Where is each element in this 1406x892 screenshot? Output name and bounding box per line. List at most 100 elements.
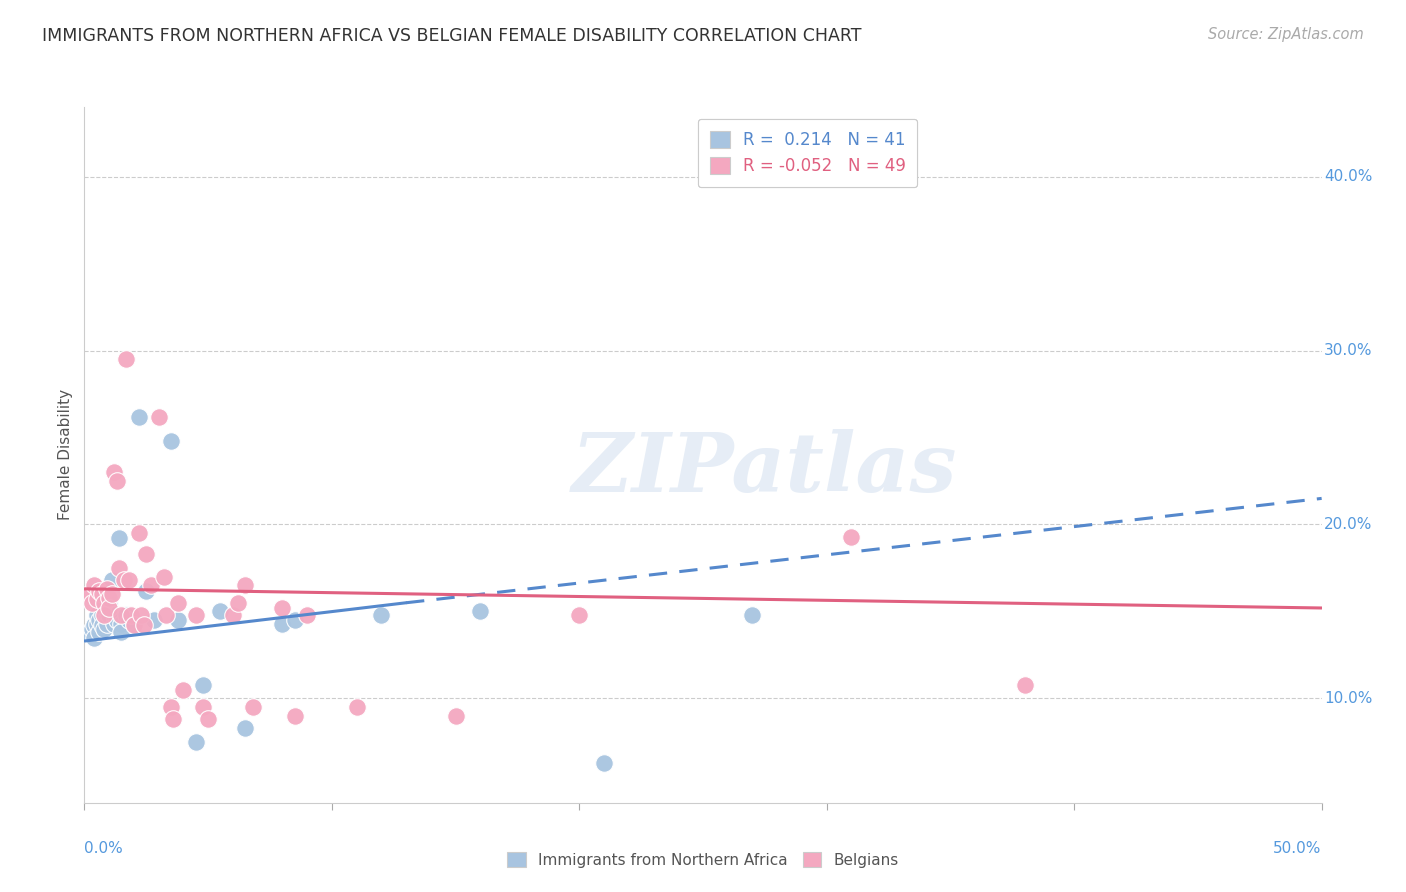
Point: [284, 613, 307, 627]
Point: [593, 756, 616, 770]
Point: [122, 618, 145, 632]
Point: [370, 607, 392, 622]
Point: [103, 607, 125, 622]
Text: Source: ZipAtlas.com: Source: ZipAtlas.com: [1208, 27, 1364, 42]
Point: [108, 561, 131, 575]
Point: [295, 607, 318, 622]
Point: [741, 607, 763, 622]
Text: 50.0%: 50.0%: [1274, 841, 1322, 856]
Point: [112, 573, 135, 587]
Point: [444, 708, 467, 723]
Point: [118, 573, 141, 587]
Point: [105, 613, 128, 627]
Point: [184, 735, 207, 749]
Text: 20.0%: 20.0%: [1324, 517, 1372, 532]
Text: 0.0%: 0.0%: [84, 841, 124, 856]
Point: [115, 607, 138, 622]
Point: [83, 578, 105, 592]
Point: [93, 622, 115, 636]
Point: [96, 582, 118, 596]
Point: [233, 578, 256, 592]
Point: [115, 352, 138, 367]
Text: 10.0%: 10.0%: [1324, 691, 1372, 706]
Point: [160, 700, 183, 714]
Point: [346, 700, 368, 714]
Point: [110, 607, 132, 622]
Point: [222, 607, 245, 622]
Point: [271, 616, 294, 631]
Point: [93, 601, 115, 615]
Point: [98, 607, 121, 622]
Point: [155, 607, 177, 622]
Point: [141, 578, 163, 592]
Point: [90, 587, 112, 601]
Point: [128, 526, 150, 541]
Point: [98, 596, 121, 610]
Point: [135, 583, 157, 598]
Point: [191, 700, 214, 714]
Point: [86, 616, 108, 631]
Point: [89, 613, 111, 627]
Point: [79, 587, 101, 601]
Point: [152, 570, 174, 584]
Point: [83, 618, 105, 632]
Point: [184, 607, 207, 622]
Point: [226, 596, 249, 610]
Point: [90, 618, 112, 632]
Text: 40.0%: 40.0%: [1324, 169, 1372, 184]
Text: IMMIGRANTS FROM NORTHERN AFRICA VS BELGIAN FEMALE DISABILITY CORRELATION CHART: IMMIGRANTS FROM NORTHERN AFRICA VS BELGI…: [42, 27, 862, 45]
Point: [148, 409, 170, 424]
Point: [80, 596, 103, 610]
Point: [242, 700, 264, 714]
Point: [96, 616, 118, 631]
Point: [118, 613, 141, 627]
Point: [191, 677, 214, 691]
Point: [120, 607, 142, 622]
Point: [93, 607, 115, 622]
Point: [110, 616, 132, 631]
Point: [284, 708, 307, 723]
Point: [132, 618, 155, 632]
Point: [89, 583, 111, 598]
Point: [90, 607, 112, 622]
Point: [105, 474, 128, 488]
Point: [142, 613, 165, 627]
Legend: Immigrants from Northern Africa, Belgians: Immigrants from Northern Africa, Belgian…: [499, 844, 907, 875]
Point: [93, 596, 115, 610]
Point: [135, 547, 157, 561]
Point: [80, 622, 103, 636]
Point: [233, 721, 256, 735]
Point: [129, 607, 152, 622]
Text: ZIPatlas: ZIPatlas: [572, 429, 957, 508]
Text: 30.0%: 30.0%: [1324, 343, 1372, 358]
Point: [271, 601, 294, 615]
Point: [83, 631, 105, 645]
Point: [98, 591, 121, 605]
Y-axis label: Female Disability: Female Disability: [58, 389, 73, 521]
Point: [167, 613, 190, 627]
Point: [86, 607, 108, 622]
Point: [209, 605, 232, 619]
Point: [197, 712, 219, 726]
Point: [89, 625, 111, 640]
Point: [98, 601, 121, 615]
Point: [103, 466, 125, 480]
Point: [96, 609, 118, 624]
Point: [160, 434, 183, 448]
Point: [108, 532, 131, 546]
Point: [1014, 677, 1036, 691]
Point: [162, 712, 184, 726]
Point: [841, 530, 863, 544]
Point: [100, 573, 122, 587]
Point: [128, 409, 150, 424]
Point: [167, 596, 190, 610]
Point: [100, 587, 122, 601]
Point: [470, 605, 492, 619]
Point: [86, 592, 108, 607]
Legend: R =  0.214   N = 41, R = -0.052   N = 49: R = 0.214 N = 41, R = -0.052 N = 49: [697, 119, 917, 186]
Point: [79, 627, 101, 641]
Point: [172, 682, 194, 697]
Point: [568, 607, 591, 622]
Point: [103, 616, 125, 631]
Point: [122, 616, 145, 631]
